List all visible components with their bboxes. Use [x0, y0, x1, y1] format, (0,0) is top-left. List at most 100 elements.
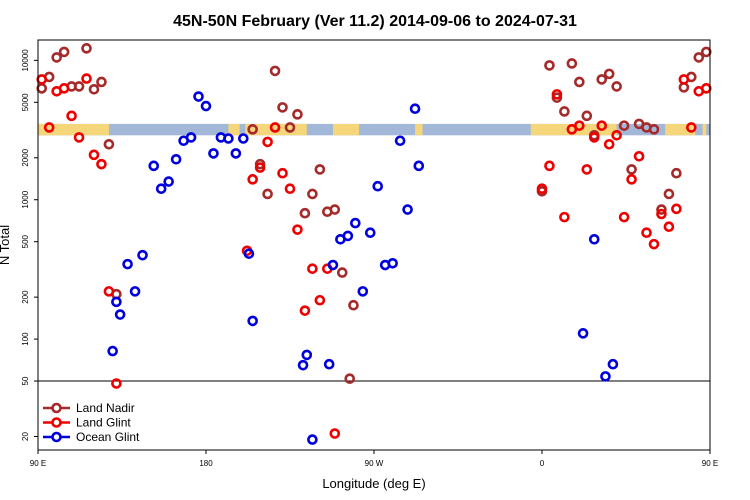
- land-segment: [245, 123, 307, 136]
- data-point: [247, 124, 258, 135]
- data-point: [648, 238, 660, 250]
- data-point: [700, 83, 712, 94]
- y-tick-label: 10000: [21, 49, 30, 72]
- data-point: [307, 434, 318, 445]
- data-point: [678, 74, 690, 85]
- y-tick-label: 5000: [21, 93, 30, 111]
- data-point: [611, 129, 622, 141]
- data-point: [301, 349, 313, 361]
- data-point: [81, 43, 92, 54]
- data-point: [284, 122, 296, 133]
- data-point: [544, 60, 555, 71]
- plot-frame: [37, 39, 711, 451]
- data-point: [581, 164, 593, 175]
- data-point: [43, 122, 55, 133]
- data-point: [297, 359, 309, 371]
- data-point: [641, 227, 652, 238]
- data-point: [292, 224, 303, 235]
- legend-label: Ocean Glint: [76, 430, 140, 444]
- data-point: [58, 83, 70, 94]
- data-point: [299, 207, 311, 219]
- legend-label: Land Nadir: [76, 401, 135, 415]
- data-point: [387, 257, 398, 269]
- data-point: [262, 188, 273, 200]
- legend-marker: [51, 431, 62, 443]
- data-point: [656, 208, 667, 220]
- y-tick-label: 50: [21, 376, 30, 385]
- data-point: [96, 76, 107, 88]
- land-ocean-strip: [38, 123, 710, 136]
- data-point: [626, 164, 637, 175]
- data-point: [122, 258, 133, 270]
- data-point: [329, 428, 341, 439]
- data-point: [618, 211, 630, 223]
- legend-marker: [51, 402, 62, 414]
- data-point: [588, 234, 600, 245]
- data-points: [36, 43, 712, 445]
- data-point: [671, 203, 682, 215]
- chart-title: 45N-50N February (Ver 11.2) 2014-09-06 t…: [173, 13, 577, 30]
- data-point: [307, 188, 318, 200]
- data-point: [137, 249, 148, 261]
- data-point: [103, 138, 115, 150]
- data-point: [129, 286, 141, 297]
- data-point: [536, 183, 548, 194]
- data-point: [230, 148, 242, 159]
- data-point: [686, 122, 697, 133]
- data-point: [111, 378, 122, 389]
- data-point: [243, 248, 255, 259]
- data-point: [633, 150, 645, 162]
- data-point: [208, 148, 219, 159]
- land-segment: [228, 123, 240, 136]
- data-point: [596, 120, 608, 131]
- data-point: [581, 110, 593, 122]
- data-point: [163, 176, 174, 187]
- data-point: [148, 160, 160, 172]
- data-point: [663, 188, 675, 200]
- data-point: [600, 371, 611, 382]
- x-tick-label: 180: [199, 459, 213, 468]
- data-point: [107, 345, 118, 357]
- data-point: [254, 162, 266, 173]
- data-point: [618, 120, 630, 131]
- data-point: [574, 120, 585, 131]
- data-point: [292, 109, 303, 120]
- x-tick-label: 90 W: [365, 459, 384, 468]
- legend-marker: [51, 417, 62, 428]
- data-point: [66, 110, 77, 122]
- data-point: [193, 91, 204, 102]
- data-point: [559, 106, 570, 117]
- data-point: [611, 81, 622, 92]
- data-point: [577, 328, 589, 339]
- data-point: [693, 52, 705, 63]
- x-axis-label: Longitude (deg E): [322, 476, 425, 491]
- data-point: [603, 68, 615, 80]
- data-point: [336, 267, 348, 278]
- data-point: [200, 100, 212, 112]
- y-tick-label: 20: [21, 431, 30, 440]
- data-point: [607, 358, 619, 370]
- data-point: [574, 76, 585, 88]
- data-point: [51, 52, 62, 63]
- data-point: [364, 227, 376, 238]
- data-point: [238, 133, 249, 144]
- data-point: [626, 174, 637, 185]
- data-point: [700, 46, 712, 58]
- data-point: [36, 83, 48, 94]
- data-point: [357, 286, 369, 297]
- y-tick-label: 1000: [21, 190, 30, 208]
- data-point: [247, 315, 258, 327]
- x-tick-label: 90 E: [30, 459, 46, 468]
- data-point: [372, 180, 384, 192]
- data-point: [269, 122, 281, 133]
- data-point: [348, 299, 359, 311]
- series-land-glint: [36, 73, 712, 439]
- y-axis: 20 50 100 200 500 1000 2000 5000 10000: [21, 49, 38, 441]
- series-ocean-glint: [107, 91, 619, 445]
- data-point: [262, 136, 273, 148]
- data-point: [603, 138, 615, 150]
- data-point: [269, 65, 281, 77]
- data-point: [185, 132, 197, 143]
- data-point: [36, 74, 48, 85]
